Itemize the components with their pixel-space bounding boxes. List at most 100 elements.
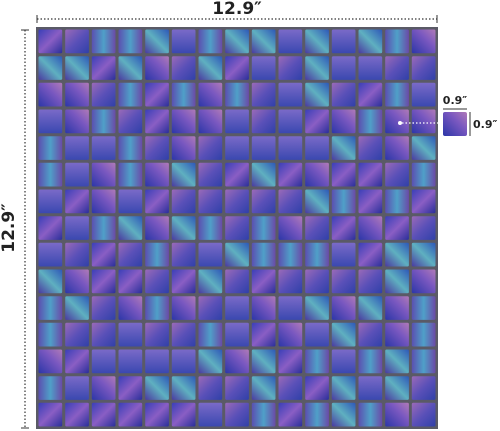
tile [38,82,63,107]
tile [65,189,89,214]
tile [171,189,196,214]
tile [411,162,436,187]
tile [358,322,383,347]
tile [225,162,249,187]
tile [38,322,63,347]
tile [331,162,356,187]
tile [225,29,249,54]
tile [171,402,196,427]
tile [331,109,356,134]
tile [251,29,276,54]
tile [38,296,63,320]
tile [145,136,169,160]
tile [198,56,223,80]
tile [118,162,143,187]
tile [385,82,409,107]
tile [65,402,89,427]
tile [331,189,356,214]
tile [145,269,169,294]
tile [65,162,89,187]
tile [305,162,329,187]
tile [118,322,143,347]
tile [118,349,143,374]
tile [331,376,356,400]
tile [65,376,89,400]
tile [305,216,329,240]
tile [278,242,303,267]
tile [171,296,196,320]
tile [251,136,276,160]
tile [358,82,383,107]
tile [91,56,116,80]
tile-width-label: 0.9″ [443,94,467,107]
tile [385,376,409,400]
tile [118,109,143,134]
tile [65,56,89,80]
tile [251,296,276,320]
tile [145,216,169,240]
tile [278,56,303,80]
tile [358,349,383,374]
tile [91,402,116,427]
tile [331,402,356,427]
tile [278,349,303,374]
tile [385,109,409,134]
tile [145,402,169,427]
tile [225,349,249,374]
tile [331,216,356,240]
tile [145,242,169,267]
tile [198,376,223,400]
tile [38,56,63,80]
tile [145,29,169,54]
tile [38,242,63,267]
tile [251,189,276,214]
tile [171,322,196,347]
tile [411,216,436,240]
tile [91,82,116,107]
tile [145,296,169,320]
height-label: 12.9″ [0,203,19,253]
tile [358,109,383,134]
tile [38,216,63,240]
tile [411,269,436,294]
tile [251,216,276,240]
tile [65,82,89,107]
tile [251,56,276,80]
tile [198,189,223,214]
tile [251,349,276,374]
tile [278,109,303,134]
tile [171,29,196,54]
tile [278,136,303,160]
tile [118,402,143,427]
tile [38,136,63,160]
tile [225,322,249,347]
tile [198,216,223,240]
tile [278,296,303,320]
tile-grid [38,29,436,427]
tile [331,136,356,160]
tile [171,242,196,267]
tile [225,189,249,214]
tile [198,402,223,427]
tile [38,29,63,54]
tile [91,29,116,54]
tile [65,269,89,294]
tile [385,349,409,374]
tile [118,82,143,107]
tile [198,162,223,187]
tile [65,349,89,374]
tile [91,162,116,187]
tile [65,216,89,240]
tile [171,136,196,160]
tile [91,349,116,374]
tile [38,402,63,427]
tile [385,216,409,240]
tile [278,269,303,294]
tile [331,296,356,320]
tile [358,402,383,427]
tile [411,109,436,134]
tile [411,322,436,347]
tile [411,296,436,320]
tile [198,322,223,347]
